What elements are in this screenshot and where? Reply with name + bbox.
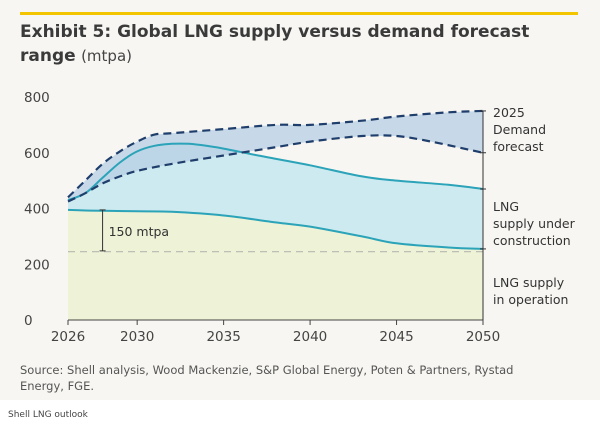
x-tick-label: 2026: [51, 329, 85, 345]
demand-band: [68, 110, 483, 202]
lng-chart: 0 200 400 600 800 2026 2030 2035 2040 2045 2050 15…: [24, 90, 576, 345]
y-tick-label: 200: [24, 257, 50, 273]
x-tick-label: 2050: [466, 329, 500, 345]
chart-title: Exhibit 5: Global LNG supply versus dema…: [20, 20, 580, 68]
y-tick-label: 600: [24, 146, 50, 162]
operation-area: [68, 209, 483, 320]
construction-label: LNG: [493, 199, 519, 214]
construction-line: [67, 142, 484, 202]
demand-forecast-label: forecast: [493, 139, 544, 154]
title-unit: (mtpa): [81, 47, 132, 65]
y-tick-label: 0: [24, 313, 33, 329]
exhibit-card: Exhibit 5: Global LNG supply versus dema…: [0, 0, 600, 400]
x-tick-label: 2035: [206, 329, 240, 345]
title-text: Exhibit 5: Global LNG supply versus dema…: [20, 22, 530, 42]
accent-bar: [20, 12, 578, 15]
chart-lines: [67, 109, 484, 253]
operation-label: in operation: [493, 292, 568, 307]
credit-text: Shell LNG outlook: [8, 410, 88, 420]
x-tick-label: 2045: [379, 329, 413, 345]
gap-label: 150 mtpa: [109, 224, 170, 239]
chart-areas: [68, 110, 483, 320]
source-note: Source: Shell analysis, Wood Mackenzie, …: [20, 363, 514, 393]
y-tick-label: 400: [24, 202, 50, 218]
operation-label: LNG supply: [493, 275, 565, 290]
y-tick-label: 800: [24, 90, 50, 106]
demand-high-line: [67, 109, 484, 199]
construction-label: supply under: [493, 216, 576, 231]
demand-forecast-label: Demand: [493, 122, 546, 137]
operation-line: [67, 208, 484, 250]
chart-annotations: 150 mtpa 2025 Demand forecast LNG supply unde…: [99, 105, 576, 320]
construction-area: [68, 143, 483, 249]
construction-label: construction: [493, 233, 571, 248]
title-text-line2: range: [20, 46, 76, 66]
demand-forecast-label: 2025: [493, 105, 525, 120]
chart-axes: 0 200 400 600 800 2026 2030 2035 2040 2045 2050: [24, 90, 500, 345]
demand-low-line: [67, 134, 484, 203]
x-tick-label: 2040: [293, 329, 327, 345]
x-tick-label: 2030: [120, 329, 154, 345]
